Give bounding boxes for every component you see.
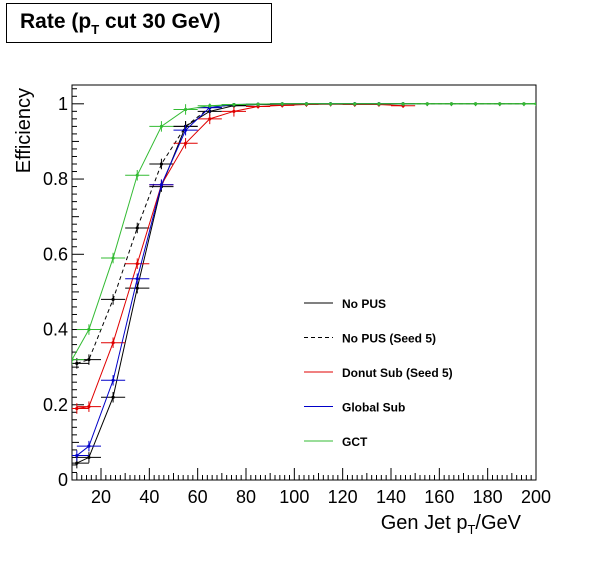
x-axis: 20 40 60 80 100 120 140 160 180 200 <box>76 468 551 507</box>
x-tick-label: 160 <box>424 487 454 507</box>
data-point <box>232 109 236 113</box>
data-point <box>87 444 91 448</box>
y-tick-label: 1 <box>58 94 68 114</box>
series-line <box>76 103 404 410</box>
y-tick-label: 0.8 <box>43 169 68 189</box>
data-point <box>328 102 333 106</box>
x-tick-label: 60 <box>188 487 208 507</box>
y-tick-label: 0.4 <box>43 320 68 340</box>
chart-title-box: Rate (pT cut 30 GeV) <box>6 3 272 43</box>
data-point <box>280 102 284 106</box>
data-point <box>183 107 188 112</box>
data-point <box>135 286 139 290</box>
data-point <box>304 102 309 106</box>
data-point <box>449 102 454 106</box>
data-point <box>353 102 357 106</box>
data-point <box>111 395 115 399</box>
data-point <box>75 453 79 458</box>
legend-label: Donut Sub (Seed 5) <box>342 366 453 380</box>
data-point <box>159 124 164 128</box>
data-point <box>256 102 260 106</box>
y-axis-label: Efficiency <box>13 88 35 173</box>
series-4 <box>72 102 536 365</box>
series-line <box>72 103 536 360</box>
x-tick-label: 140 <box>376 487 406 507</box>
data-point <box>72 358 74 362</box>
data-point <box>87 455 91 460</box>
data-point <box>111 297 115 302</box>
data-point <box>232 102 236 107</box>
legend: No PUS No PUS (Seed 5) Donut Sub (Seed 5) G… <box>304 297 453 449</box>
data-point <box>75 461 79 465</box>
legend-label: No PUS <box>342 297 386 311</box>
data-point <box>159 183 164 187</box>
legend-label: No PUS (Seed 5) <box>342 332 436 346</box>
data-point <box>135 277 139 281</box>
data-point <box>473 102 478 106</box>
data-point <box>111 378 115 382</box>
chart-title: Rate (pT cut 30 GeV) <box>20 10 221 37</box>
data-point <box>135 262 139 266</box>
x-tick-label: 180 <box>473 487 503 507</box>
data-point <box>135 173 139 177</box>
x-axis-label: Gen Jet pT/GeV <box>381 512 522 537</box>
series-1 <box>72 102 536 369</box>
legend-label: Global Sub <box>342 401 405 415</box>
data-point <box>498 102 502 106</box>
data-point <box>111 341 115 345</box>
data-point <box>87 358 91 362</box>
series-line <box>76 103 524 364</box>
plot-frame <box>71 84 537 481</box>
data-point <box>208 117 212 121</box>
data-point <box>425 102 429 106</box>
y-tick-label: 0 <box>58 470 68 490</box>
data-point <box>75 406 79 411</box>
data-point <box>75 361 79 365</box>
series-layer <box>72 102 536 469</box>
x-tick-label: 200 <box>521 487 551 507</box>
x-tick-label: 20 <box>91 487 111 507</box>
data-point <box>401 102 405 106</box>
data-point <box>159 162 164 166</box>
y-axis: 0 0.2 0.4 0.6 0.8 1 <box>43 88 84 490</box>
data-point <box>183 128 188 132</box>
x-tick-label: 40 <box>139 487 159 507</box>
x-tick-label: 120 <box>328 487 358 507</box>
data-point <box>111 256 115 260</box>
x-tick-label: 100 <box>279 487 309 507</box>
data-point <box>534 102 536 106</box>
y-tick-label: 0.6 <box>43 244 68 264</box>
data-point <box>208 104 212 108</box>
plot-border <box>71 84 537 481</box>
y-tick-label: 0.2 <box>43 395 68 415</box>
x-tick-label: 80 <box>236 487 256 507</box>
data-point <box>183 141 188 145</box>
legend-label: GCT <box>342 435 368 449</box>
data-point <box>87 405 91 409</box>
data-point <box>135 226 139 230</box>
data-point <box>87 327 91 332</box>
data-point <box>377 102 381 106</box>
